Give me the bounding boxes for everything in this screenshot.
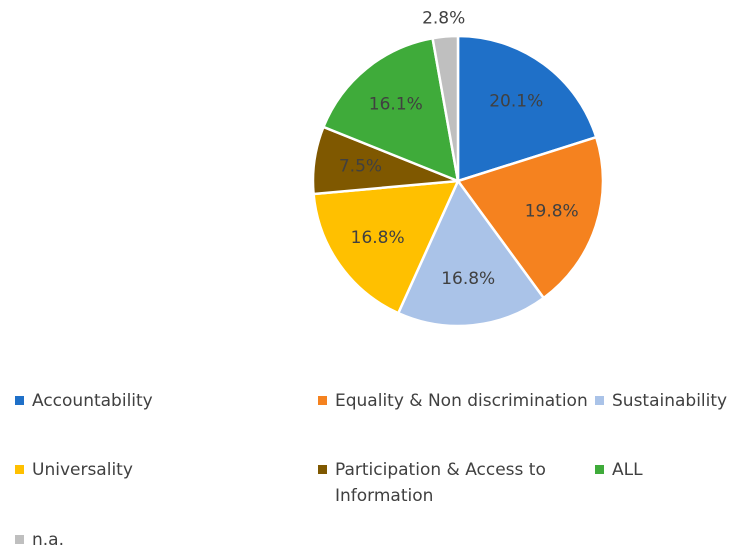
legend-label: Universality <box>32 460 133 480</box>
data-label: 7.5% <box>339 157 382 177</box>
legend-swatch <box>15 465 24 474</box>
legend-item: ALL <box>595 457 755 483</box>
legend-label: n.a. <box>32 530 64 548</box>
data-label: 16.8% <box>441 269 495 289</box>
pie-slice <box>312 179 461 315</box>
data-label: 16.8% <box>351 228 405 248</box>
legend-label: Sustainability <box>612 391 728 411</box>
legend-swatch <box>318 396 327 405</box>
legend-label: ALL <box>612 460 643 480</box>
legend-swatch <box>595 465 604 474</box>
legend-swatch <box>318 465 327 474</box>
legend-label: Equality & Non discrimination <box>335 391 588 411</box>
pie-slice <box>455 135 605 300</box>
pie-slice <box>431 34 460 182</box>
legend-item: Equality & Non discrimination <box>318 388 610 414</box>
legend-item: Universality <box>15 457 307 483</box>
pie-slice <box>456 34 598 183</box>
legend-swatch <box>595 396 604 405</box>
pie-slice <box>321 36 460 184</box>
data-label: 20.1% <box>489 91 543 111</box>
data-label: 19.8% <box>525 202 579 222</box>
data-label: 16.1% <box>369 94 423 114</box>
legend-item: Accountability <box>15 388 307 414</box>
pie-slice <box>396 178 546 328</box>
legend-item: n.a. <box>15 527 307 548</box>
legend-item: Participation & Access to Information <box>318 457 610 509</box>
legend-label: Accountability <box>32 391 153 411</box>
legend-swatch <box>15 396 24 405</box>
legend-swatch <box>15 535 24 544</box>
data-label: 2.8% <box>422 9 465 29</box>
legend-label: Participation & Access to Information <box>335 460 546 506</box>
legend-item: Sustainability <box>595 388 755 414</box>
